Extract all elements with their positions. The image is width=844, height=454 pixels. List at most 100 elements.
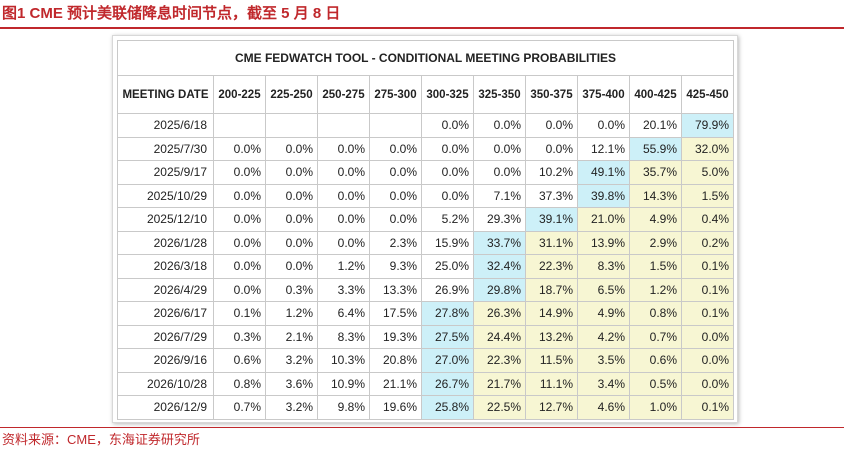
probability-cell: 0.0%: [317, 207, 370, 232]
probability-cell: 0.0%: [421, 136, 474, 161]
probability-cell: 0.0%: [265, 136, 318, 161]
probability-cell: 0.0%: [213, 207, 266, 232]
probability-cell: 21.7%: [473, 371, 526, 396]
meeting-date-cell: 2026/1/28: [117, 230, 214, 255]
meeting-date-cell: 2025/10/29: [117, 183, 214, 208]
probability-cell: 0.0%: [681, 371, 734, 396]
source-divider: [0, 427, 844, 428]
probability-cell: 25.0%: [421, 254, 474, 279]
probability-cell: 0.1%: [681, 254, 734, 279]
probability-cell: 37.3%: [525, 183, 578, 208]
table-row: 2025/12/10 0.0% 0.0% 0.0% 0.0% 5.2% 29.3% 39.1%…: [117, 207, 734, 232]
probability-cell: 0.0%: [421, 160, 474, 185]
probability-cell: 0.0%: [421, 183, 474, 208]
probability-cell: 26.3%: [473, 301, 526, 326]
probability-cell: 0.0%: [369, 160, 422, 185]
probability-cell: 0.1%: [681, 277, 734, 302]
column-header-rate-range: 200-225: [213, 75, 266, 114]
table-row: 2026/10/28 0.8% 3.6% 10.9% 21.1% 26.7% 21.7% 11…: [117, 371, 734, 396]
probability-cell: 8.3%: [317, 324, 370, 349]
probability-cell: 3.2%: [265, 348, 318, 373]
probability-cell: 26.9%: [421, 277, 474, 302]
probability-cell: 12.7%: [525, 395, 578, 420]
meeting-date-cell: 2025/9/17: [117, 160, 214, 185]
probability-cell: 9.3%: [369, 254, 422, 279]
probability-cell: 0.0%: [265, 254, 318, 279]
probability-cell: 79.9%: [681, 113, 734, 138]
probability-cell: 0.0%: [213, 160, 266, 185]
probability-cell: 0.1%: [213, 301, 266, 326]
probability-cell: 4.9%: [629, 207, 682, 232]
probability-cell: 0.4%: [681, 207, 734, 232]
probability-cell: 1.0%: [629, 395, 682, 420]
probability-cell: 0.0%: [525, 113, 578, 138]
probability-cell: [265, 113, 318, 138]
probability-cell: 21.0%: [577, 207, 630, 232]
probability-cell: 0.0%: [213, 183, 266, 208]
probability-cell: 0.7%: [629, 324, 682, 349]
probability-cell: 0.3%: [213, 324, 266, 349]
probability-cell: 0.0%: [317, 160, 370, 185]
probability-cell: 6.4%: [317, 301, 370, 326]
probability-cell: 0.0%: [213, 230, 266, 255]
meeting-date-cell: 2026/7/29: [117, 324, 214, 349]
column-header-rate-range: 375-400: [577, 75, 630, 114]
probability-cell: 0.0%: [265, 230, 318, 255]
meeting-date-cell: 2026/4/29: [117, 277, 214, 302]
probability-cell: 12.1%: [577, 136, 630, 161]
probability-cell: 26.7%: [421, 371, 474, 396]
meeting-date-cell: 2026/9/16: [117, 348, 214, 373]
header-row: MEETING DATE 200-225 225-250 250-275 275-300…: [117, 75, 734, 114]
probability-cell: 0.0%: [681, 348, 734, 373]
probability-cell: 0.0%: [473, 136, 526, 161]
meeting-date-cell: 2025/12/10: [117, 207, 214, 232]
probability-cell: 32.4%: [473, 254, 526, 279]
probability-cell: 11.5%: [525, 348, 578, 373]
table-row: 2026/3/18 0.0% 0.0% 1.2% 9.3% 25.0% 32.4% 22.3%…: [117, 254, 734, 279]
probability-cell: 0.0%: [317, 136, 370, 161]
probability-cell: 0.0%: [265, 207, 318, 232]
source-note: 资料来源：CME，东海证券研究所: [2, 432, 200, 447]
table-row: 2026/12/9 0.7% 3.2% 9.8% 19.6% 25.8% 22.5% 12.7…: [117, 395, 734, 420]
table-row: 2026/6/17 0.1% 1.2% 6.4% 17.5% 27.8% 26.3% 14.9…: [117, 301, 734, 326]
probability-cell: 0.3%: [265, 277, 318, 302]
probability-cell: 5.2%: [421, 207, 474, 232]
probability-cell: 0.0%: [525, 136, 578, 161]
probability-cell: 10.2%: [525, 160, 578, 185]
probability-cell: 9.8%: [317, 395, 370, 420]
probability-cell: 0.0%: [473, 160, 526, 185]
probability-cell: 0.0%: [213, 277, 266, 302]
probability-cell: 0.0%: [265, 183, 318, 208]
probability-cell: 2.3%: [369, 230, 422, 255]
probability-cell: 22.3%: [473, 348, 526, 373]
probability-cell: 4.6%: [577, 395, 630, 420]
probability-cell: 27.0%: [421, 348, 474, 373]
probability-cell: 3.3%: [317, 277, 370, 302]
table-row: 2025/7/30 0.0% 0.0% 0.0% 0.0% 0.0% 0.0% 0.0% 12.…: [117, 136, 734, 161]
probability-cell: 0.8%: [629, 301, 682, 326]
meeting-date-cell: 2025/6/18: [117, 113, 214, 138]
probability-cell: 10.9%: [317, 371, 370, 396]
probability-cell: [213, 113, 266, 138]
column-header-rate-range: 300-325: [421, 75, 474, 114]
meeting-date-cell: 2025/7/30: [117, 136, 214, 161]
probability-cell: 17.5%: [369, 301, 422, 326]
probability-cell: 13.3%: [369, 277, 422, 302]
probability-cell: 1.2%: [317, 254, 370, 279]
table-body: 2025/6/18 0.0% 0.0% 0.0% 0.0% 20.1% 79.9% 2025/…: [117, 113, 734, 420]
probability-cell: 29.3%: [473, 207, 526, 232]
probability-cell: 22.5%: [473, 395, 526, 420]
probability-cell: 29.8%: [473, 277, 526, 302]
probability-cell: 7.1%: [473, 183, 526, 208]
probability-cell: 0.0%: [369, 207, 422, 232]
table-row: 2026/9/16 0.6% 3.2% 10.3% 20.8% 27.0% 22.3% 11.…: [117, 348, 734, 373]
column-header-rate-range: 250-275: [317, 75, 370, 114]
column-header-rate-range: 350-375: [525, 75, 578, 114]
probability-cell: 21.1%: [369, 371, 422, 396]
probability-cell: 20.8%: [369, 348, 422, 373]
probability-table: CME FEDWATCH TOOL - CONDITIONAL MEETING …: [117, 40, 734, 420]
probability-cell: 25.8%: [421, 395, 474, 420]
probability-cell: 15.9%: [421, 230, 474, 255]
probability-cell: 39.1%: [525, 207, 578, 232]
probability-cell: 4.2%: [577, 324, 630, 349]
